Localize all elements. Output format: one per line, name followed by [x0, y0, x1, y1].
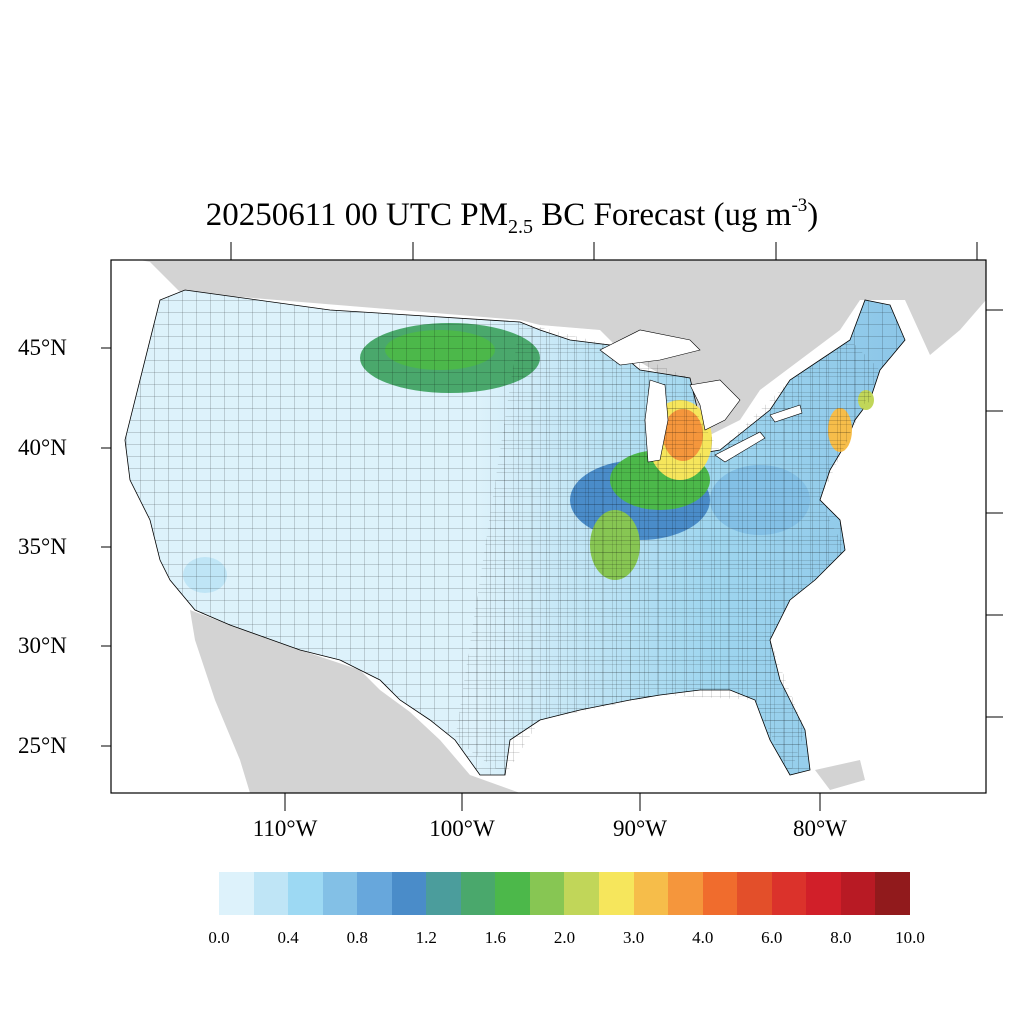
lake-superior	[599, 329, 701, 366]
colorbar-label: 3.0	[622, 928, 645, 947]
plot-frame	[110, 259, 987, 794]
colorbar-label: 8.0	[830, 928, 852, 947]
cuba-land	[815, 760, 865, 790]
colorbar-swatch	[460, 872, 496, 915]
colorbar-swatch	[426, 872, 461, 915]
lake-huron	[689, 379, 741, 431]
colorbar	[219, 872, 910, 915]
colorbar-swatch	[806, 872, 841, 915]
forecast-map	[101, 242, 1003, 811]
colorbar-swatch	[737, 872, 772, 915]
lon-label-90w: 90°W	[613, 816, 667, 841]
lon-label-80w: 80°W	[793, 816, 847, 841]
colorbar-swatch	[564, 872, 600, 915]
lat-label-35: 35°N	[18, 534, 67, 559]
colorbar-swatch	[253, 872, 289, 915]
colorbar-label: 1.2	[415, 928, 437, 947]
colorbar-label: 0.4	[277, 928, 299, 947]
title-superscript: -3	[791, 195, 808, 216]
colorbar-swatch	[840, 872, 876, 915]
lat-label-45: 45°N	[18, 335, 67, 360]
colorbar-swatch	[357, 872, 392, 915]
colorbar-swatch	[495, 872, 530, 915]
colorbar-label: 2.0	[553, 928, 576, 947]
lat-label-30: 30°N	[18, 633, 67, 658]
axis-ticks	[101, 242, 1003, 811]
lake-ontario	[769, 404, 803, 423]
mexico-land	[190, 610, 520, 793]
lon-label-100w: 100°W	[429, 816, 495, 841]
colorbar-swatch	[633, 872, 669, 915]
map-title: 20250611 00 UTC PM2.5 BC Forecast (ug m-…	[0, 186, 1024, 247]
title-text: 20250611 00 UTC PM	[205, 197, 508, 233]
colorbar-swatch	[771, 872, 807, 915]
lake-michigan	[644, 379, 669, 463]
colorbar-label: 0.8	[346, 928, 368, 947]
colorbar-swatch	[702, 872, 738, 915]
colorbar-label: 10.0	[895, 928, 925, 947]
lon-label-110w: 110°W	[252, 816, 318, 841]
colorbar-label: 1.6	[484, 928, 507, 947]
colorbar-swatch	[599, 872, 634, 915]
colorbar-swatch	[875, 872, 910, 915]
colorbar-label: 0.0	[208, 928, 230, 947]
colorbar-swatch	[668, 872, 703, 915]
title-text-middle: BC Forecast (ug m	[532, 197, 792, 233]
colorbar-label: 4.0	[692, 928, 714, 947]
colorbar-swatch	[322, 872, 358, 915]
title-subscript: 2.5	[507, 216, 533, 238]
colorbar-label: 6.0	[761, 928, 783, 947]
canada-land	[140, 260, 986, 440]
colorbar-swatch	[529, 872, 565, 915]
colorbar-swatch	[219, 872, 254, 915]
title-text-suffix: )	[807, 197, 819, 233]
lat-label-40: 40°N	[18, 435, 67, 460]
colorbar-swatch	[391, 872, 427, 915]
lake-erie	[714, 431, 766, 463]
colorbar-swatch	[288, 872, 323, 915]
lat-label-25: 25°N	[18, 733, 67, 758]
